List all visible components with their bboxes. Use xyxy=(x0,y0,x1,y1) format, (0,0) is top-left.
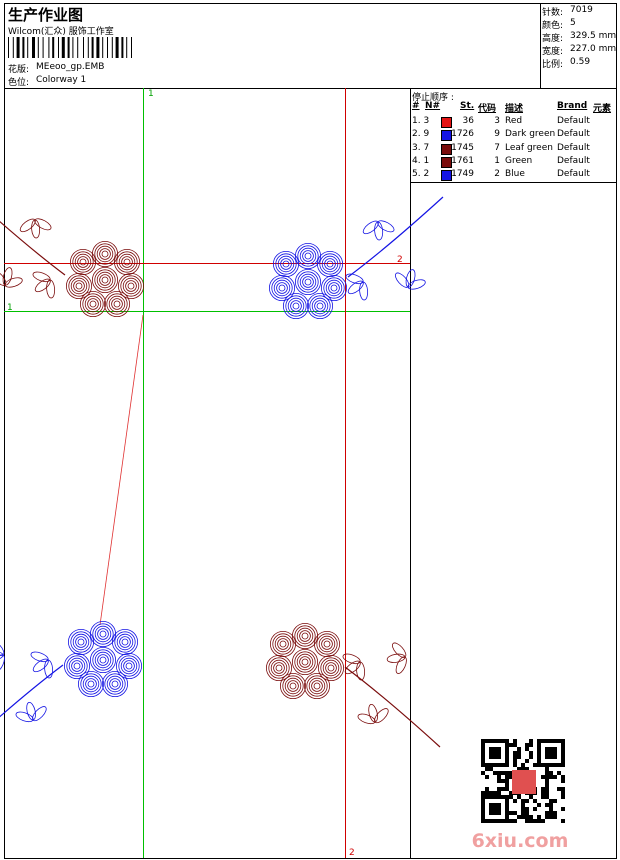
brand: Default xyxy=(557,169,590,180)
barcode xyxy=(8,37,132,58)
guide-label: 1 xyxy=(148,89,154,99)
design-area: 1 1 2 2 xyxy=(0,88,444,858)
sequence-title: 停止顺序 : xyxy=(412,93,454,103)
column-header: # xyxy=(412,101,420,111)
code: 9 xyxy=(494,129,500,140)
color-swatch xyxy=(441,170,452,182)
stitches: 1749 xyxy=(451,169,474,180)
guide-label: 2 xyxy=(397,255,403,265)
qr-code xyxy=(481,739,565,823)
order: 4. 1 xyxy=(412,155,430,166)
stitches: 1745 xyxy=(451,142,474,153)
colorway: Colorway 1 xyxy=(36,75,87,85)
column-header: Brand xyxy=(557,101,588,111)
stat-value: 5 xyxy=(570,18,576,28)
description: Blue xyxy=(505,169,525,180)
stat-value: 7019 xyxy=(570,5,593,15)
studio: Wilcom(汇众) 服饰工作室 xyxy=(8,27,114,37)
description: Dark green xyxy=(505,129,556,140)
description: Green xyxy=(505,155,533,166)
column-header: 元素 xyxy=(593,104,612,114)
title: 生产作业图 xyxy=(8,6,84,24)
stat-label: 针数: xyxy=(542,8,564,18)
column-header: St. xyxy=(460,101,475,111)
colorway-label: 色位: xyxy=(8,78,30,88)
color-swatch xyxy=(441,156,452,168)
design-label: 花版: xyxy=(8,65,30,75)
stitches: 1761 xyxy=(451,155,474,166)
color-swatch xyxy=(441,143,452,155)
stat-label: 宽度: xyxy=(542,47,564,57)
brand: Default xyxy=(557,155,590,166)
guide-label: 2 xyxy=(349,848,355,858)
code: 2 xyxy=(494,169,500,180)
brand: Default xyxy=(557,129,590,140)
code: 3 xyxy=(494,116,500,126)
stat-label: 比例: xyxy=(542,60,564,70)
guide-label: 1 xyxy=(7,303,13,313)
description: Leaf green xyxy=(505,142,553,153)
stat-value: 227.0 mm xyxy=(570,44,617,54)
color-swatch xyxy=(441,130,452,142)
order: 5. 2 xyxy=(412,169,430,180)
brand: Default xyxy=(557,142,590,153)
column-header: N# xyxy=(425,101,441,111)
column-header: 描述 xyxy=(505,104,524,114)
stat-value: 329.5 mm xyxy=(570,31,617,41)
column-header: 代码 xyxy=(478,104,497,114)
description: Red xyxy=(505,116,523,126)
stat-value: 0.59 xyxy=(570,57,591,67)
code: 1 xyxy=(494,155,500,166)
design-file: MEeoo_gp.EMB xyxy=(36,62,105,72)
watermark: 6xiu.com xyxy=(472,830,569,852)
order: 3. 7 xyxy=(412,142,430,153)
color-swatch xyxy=(441,117,452,128)
stitches: 36 xyxy=(462,116,474,126)
stat-label: 颜色: xyxy=(542,21,564,31)
stitches: 1726 xyxy=(451,129,474,140)
brand: Default xyxy=(557,116,590,126)
code: 7 xyxy=(494,142,500,153)
order: 2. 9 xyxy=(412,129,430,140)
order: 1. 3 xyxy=(412,116,430,126)
stat-label: 高度: xyxy=(542,34,564,44)
